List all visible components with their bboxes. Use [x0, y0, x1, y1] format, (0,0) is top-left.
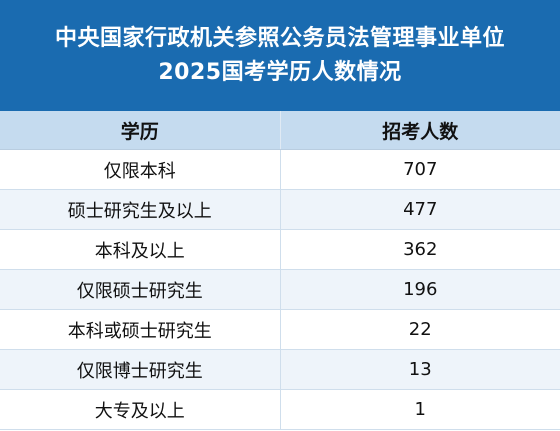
table-row: 大专及以上 1 [0, 389, 560, 430]
header-count: 招考人数 [280, 111, 560, 150]
table-header-row: 学历 招考人数 [0, 111, 560, 150]
count-cell: 362 [280, 229, 560, 270]
table-row: 仅限博士研究生 13 [0, 349, 560, 390]
count-cell: 1 [280, 389, 560, 430]
degree-cell: 硕士研究生及以上 [0, 189, 281, 230]
table-row: 硕士研究生及以上 477 [0, 189, 560, 230]
table-row: 本科或硕士研究生 22 [0, 309, 560, 350]
degree-cell: 仅限硕士研究生 [0, 269, 281, 310]
count-cell: 196 [280, 269, 560, 310]
count-cell: 13 [280, 349, 560, 390]
degree-cell: 仅限博士研究生 [0, 349, 281, 390]
degree-cell: 大专及以上 [0, 389, 281, 430]
count-cell: 477 [280, 189, 560, 230]
count-cell: 707 [280, 149, 560, 190]
table-row: 仅限本科 707 [0, 149, 560, 190]
degree-cell: 本科或硕士研究生 [0, 309, 281, 350]
education-table: 学历 招考人数 仅限本科 707 硕士研究生及以上 477 本科及以上 362 … [0, 111, 560, 430]
degree-cell: 仅限本科 [0, 149, 281, 190]
table-row: 仅限硕士研究生 196 [0, 269, 560, 310]
degree-cell: 本科及以上 [0, 229, 281, 270]
title-line-1: 中央国家行政机关参照公务员法管理事业单位 [54, 25, 505, 51]
count-cell: 22 [280, 309, 560, 350]
table-row: 本科及以上 362 [0, 229, 560, 270]
title-line-2: 2025国考学历人数情况 [158, 59, 402, 85]
title-banner: 中央国家行政机关参照公务员法管理事业单位 2025国考学历人数情况 [0, 0, 560, 111]
header-degree: 学历 [0, 111, 281, 150]
